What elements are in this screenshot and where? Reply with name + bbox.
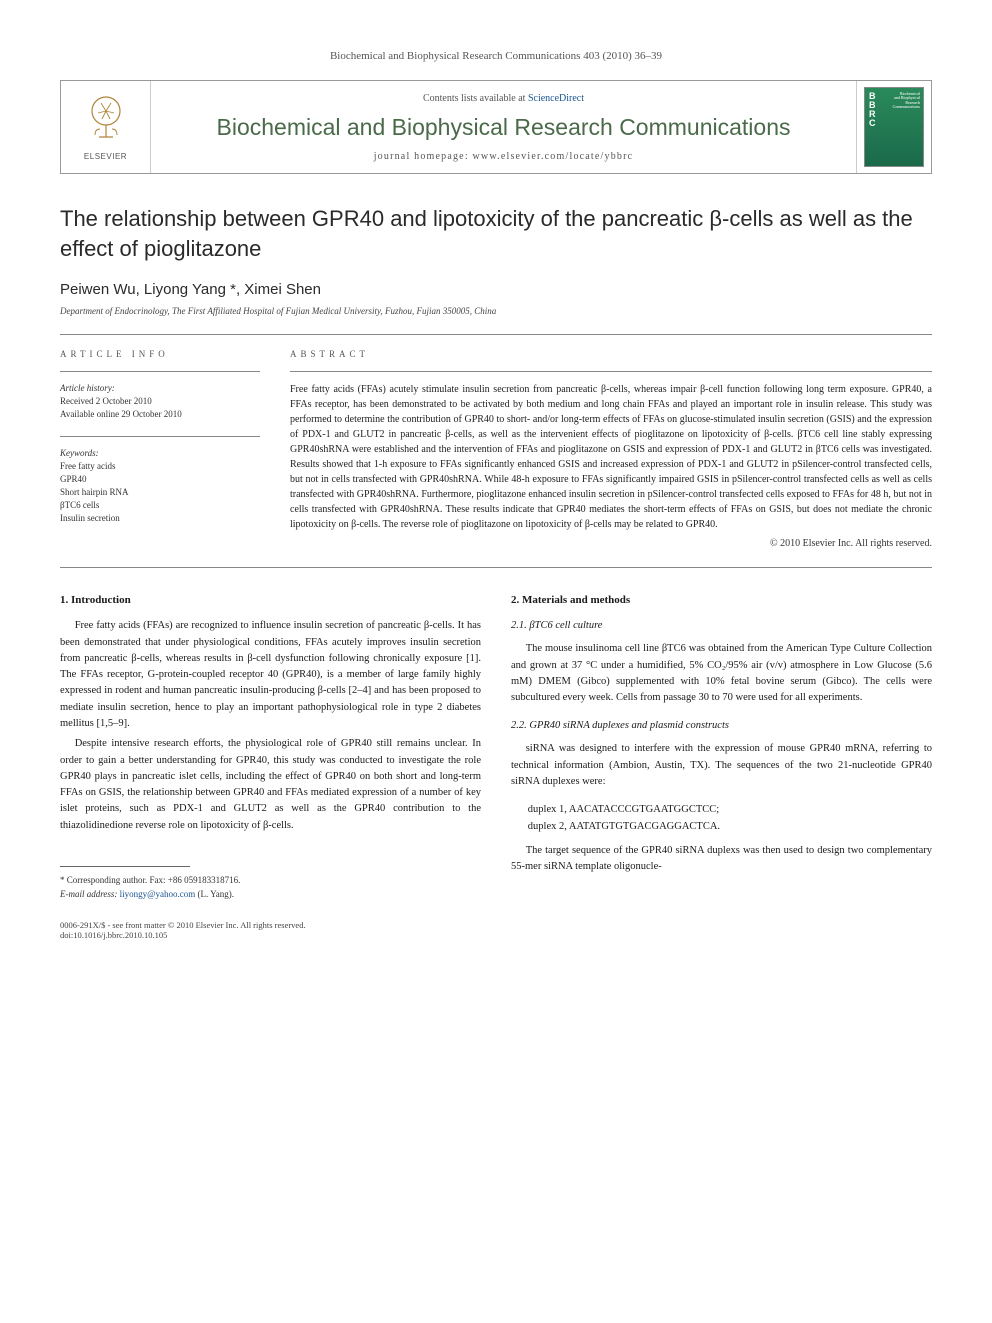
elsevier-logo: ELSEVIER	[81, 93, 131, 161]
left-column: 1. Introduction Free fatty acids (FFAs) …	[60, 594, 481, 901]
header-center: Contents lists available at ScienceDirec…	[151, 81, 856, 173]
cover-abbrev: B B R C	[869, 92, 876, 128]
publisher-name: ELSEVIER	[81, 152, 131, 161]
journal-cover-thumbnail: B B R C Biochemical and Biophysical Rese…	[864, 87, 924, 167]
divider	[290, 371, 932, 372]
publisher-logo-cell: ELSEVIER	[61, 81, 151, 173]
available-date: Available online 29 October 2010	[60, 408, 260, 421]
page-footer: 0006-291X/$ - see front matter © 2010 El…	[60, 920, 932, 940]
cover-subtitle: Biochemical and Biophysical Research Com…	[893, 92, 920, 110]
subsection-heading: 2.1. βTC6 cell culture	[511, 620, 932, 631]
issn-line: 0006-291X/$ - see front matter © 2010 El…	[60, 920, 306, 930]
article-title: The relationship between GPR40 and lipot…	[60, 204, 932, 263]
abstract-heading: ABSTRACT	[290, 349, 932, 359]
journal-reference: Biochemical and Biophysical Research Com…	[60, 50, 932, 62]
divider	[60, 371, 260, 372]
right-column: 2. Materials and methods 2.1. βTC6 cell …	[511, 594, 932, 901]
keyword: Free fatty acids	[60, 460, 260, 473]
paragraph: Free fatty acids (FFAs) are recognized t…	[60, 618, 481, 732]
sciencedirect-link[interactable]: ScienceDirect	[528, 93, 584, 104]
email-suffix: (L. Yang).	[197, 889, 234, 899]
info-abstract-row: ARTICLE INFO Article history: Received 2…	[60, 335, 932, 567]
journal-title: Biochemical and Biophysical Research Com…	[163, 114, 844, 141]
elsevier-tree-icon	[81, 93, 131, 143]
contents-available: Contents lists available at ScienceDirec…	[163, 93, 844, 104]
divider	[60, 436, 260, 437]
footnote-area: * Corresponding author. Fax: +86 0591833…	[60, 866, 481, 902]
article-history: Article history: Received 2 October 2010…	[60, 382, 260, 421]
email-label: E-mail address:	[60, 889, 117, 899]
abstract-text: Free fatty acids (FFAs) acutely stimulat…	[290, 382, 932, 532]
cover-thumb-cell: B B R C Biochemical and Biophysical Rese…	[856, 81, 931, 173]
keywords-label: Keywords:	[60, 447, 260, 460]
abstract-copyright: © 2010 Elsevier Inc. All rights reserved…	[290, 538, 932, 549]
history-label: Article history:	[60, 382, 260, 395]
section-heading: 1. Introduction	[60, 594, 481, 606]
footer-left: 0006-291X/$ - see front matter © 2010 El…	[60, 920, 306, 940]
journal-homepage: journal homepage: www.elsevier.com/locat…	[163, 151, 844, 162]
received-date: Received 2 October 2010	[60, 395, 260, 408]
keywords-block: Keywords: Free fatty acids GPR40 Short h…	[60, 447, 260, 525]
duplex-sequence: duplex 1, AACATACCCGTGAATGGCTCC;	[528, 802, 932, 818]
doi-line: doi:10.1016/j.bbrc.2010.10.105	[60, 930, 306, 940]
section-heading: 2. Materials and methods	[511, 594, 932, 606]
divider	[60, 567, 932, 568]
homepage-prefix: journal homepage:	[374, 151, 473, 162]
paragraph: The target sequence of the GPR40 siRNA d…	[511, 843, 932, 876]
keyword: Short hairpin RNA	[60, 486, 260, 499]
email-line: E-mail address: liyongy@yahoo.com (L. Ya…	[60, 887, 481, 901]
contents-prefix: Contents lists available at	[423, 93, 528, 104]
paragraph: siRNA was designed to interfere with the…	[511, 741, 932, 790]
authors: Peiwen Wu, Liyong Yang *, Ximei Shen	[60, 281, 932, 298]
keyword: βTC6 cells	[60, 499, 260, 512]
corresponding-author: * Corresponding author. Fax: +86 0591833…	[60, 873, 481, 887]
keyword: GPR40	[60, 473, 260, 486]
paragraph: The mouse insulinoma cell line βTC6 was …	[511, 641, 932, 706]
footnote-rule	[60, 866, 190, 867]
duplex-sequence: duplex 2, AATATGTGTGACGAGGACTCA.	[528, 819, 932, 835]
keyword: Insulin secretion	[60, 512, 260, 525]
article-info-column: ARTICLE INFO Article history: Received 2…	[60, 349, 260, 549]
body-columns: 1. Introduction Free fatty acids (FFAs) …	[60, 594, 932, 901]
email-link[interactable]: liyongy@yahoo.com	[120, 889, 196, 899]
abstract-column: ABSTRACT Free fatty acids (FFAs) acutely…	[290, 349, 932, 549]
affiliation: Department of Endocrinology, The First A…	[60, 306, 932, 316]
journal-header: ELSEVIER Contents lists available at Sci…	[60, 80, 932, 174]
paragraph: Despite intensive research efforts, the …	[60, 736, 481, 834]
subsection-heading: 2.2. GPR40 siRNA duplexes and plasmid co…	[511, 720, 932, 731]
article-info-heading: ARTICLE INFO	[60, 349, 260, 359]
homepage-url[interactable]: www.elsevier.com/locate/ybbrc	[473, 151, 634, 162]
